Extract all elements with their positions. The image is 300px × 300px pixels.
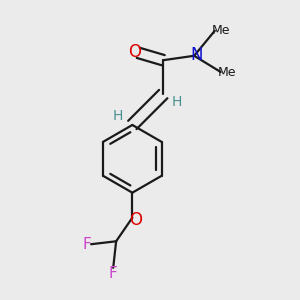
Text: O: O bbox=[128, 43, 141, 61]
Text: Me: Me bbox=[212, 24, 230, 37]
Text: Me: Me bbox=[218, 66, 236, 79]
Text: N: N bbox=[190, 46, 203, 64]
Text: F: F bbox=[109, 266, 118, 280]
Text: H: H bbox=[171, 95, 182, 109]
Text: F: F bbox=[82, 237, 91, 252]
Text: H: H bbox=[113, 109, 123, 122]
Text: O: O bbox=[129, 211, 142, 229]
